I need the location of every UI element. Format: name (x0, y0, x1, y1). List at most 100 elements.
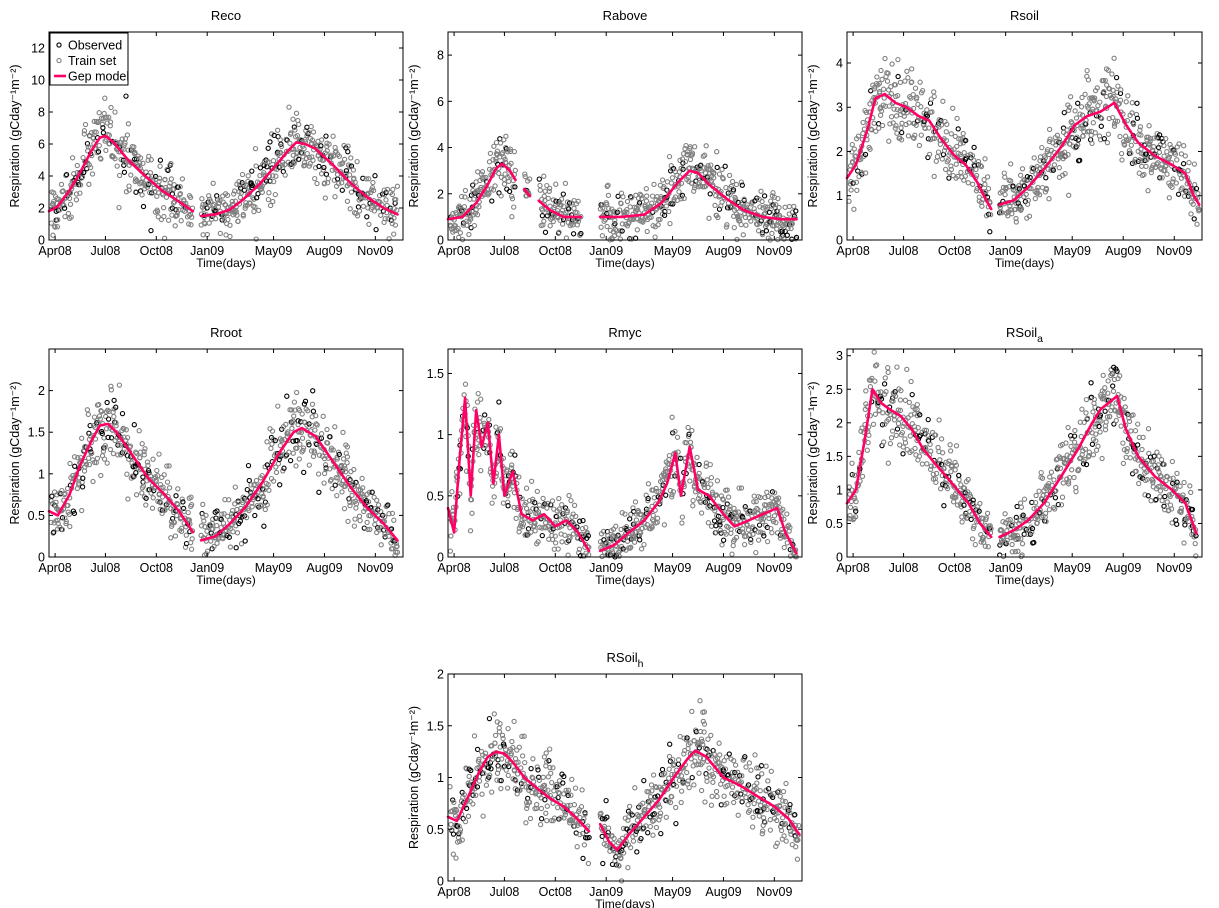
train-set-point (481, 770, 487, 776)
train-set-point (1133, 468, 1139, 474)
observed-point (560, 191, 566, 197)
train-set-point (63, 520, 69, 527)
train-set-point (874, 74, 880, 80)
train-set-point (1081, 419, 1087, 426)
train-set-point (187, 194, 194, 201)
train-set-point (644, 193, 650, 199)
train-set-point (237, 194, 244, 201)
train-set-point (321, 180, 328, 186)
observed-point (1174, 479, 1180, 485)
train-set-point (348, 189, 355, 195)
train-set-point (1004, 537, 1010, 543)
train-set-point (848, 516, 854, 522)
train-set-point (505, 493, 511, 499)
train-set-point (1117, 373, 1123, 379)
train-set-point (1110, 114, 1116, 121)
observed-point (663, 492, 669, 498)
train-set-point (893, 123, 899, 129)
train-set-point (212, 216, 219, 222)
train-set-point (374, 529, 380, 536)
gep-model-line (47, 134, 195, 213)
train-set-point (577, 232, 583, 238)
train-set-point (1143, 163, 1149, 170)
train-set-point (623, 524, 630, 530)
train-set-point (900, 423, 906, 430)
train-set-point (755, 507, 761, 513)
train-set-point (266, 487, 272, 493)
train-set-point (1182, 153, 1188, 159)
observed-point (956, 472, 962, 479)
train-set-point (846, 198, 852, 204)
train-set-point (1150, 478, 1156, 484)
train-set-point (1080, 125, 1086, 131)
train-set-point (1196, 206, 1202, 213)
train-set-point (285, 431, 291, 437)
train-set-point (471, 733, 478, 739)
train-set-point (970, 181, 976, 187)
train-set-point (233, 209, 239, 215)
legend-marker-swatch (56, 57, 62, 64)
train-set-point (1034, 187, 1040, 193)
gep-model-line (998, 394, 1198, 539)
train-set-point (690, 497, 696, 504)
train-set-point (1058, 455, 1064, 461)
train-set-point (566, 492, 572, 499)
train-set-point (312, 427, 318, 433)
train-set-point (448, 821, 454, 828)
train-set-point (189, 536, 195, 542)
observed-point (173, 493, 179, 499)
train-set-point (882, 375, 888, 381)
train-set-point (914, 401, 920, 408)
observed-point (868, 88, 874, 94)
x-axis-label: Time(days) (595, 573, 655, 587)
train-set-point (462, 187, 469, 194)
train-set-point (1193, 553, 1199, 559)
train-set-point (775, 495, 782, 501)
train-set-point (552, 540, 559, 546)
train-set-point (670, 489, 677, 495)
train-set-point (879, 76, 885, 83)
train-set-point (1019, 514, 1026, 521)
train-set-point (873, 128, 879, 134)
train-set-point (142, 446, 148, 452)
train-set-point (939, 156, 945, 162)
train-set-point (116, 204, 122, 211)
train-set-point (295, 421, 301, 428)
train-set-point (62, 490, 68, 497)
train-set-point (712, 202, 718, 209)
data-points (447, 381, 799, 560)
train-set-point (275, 403, 281, 409)
train-set-point (867, 146, 873, 152)
train-set-point (599, 233, 606, 239)
train-set-point (1069, 467, 1075, 473)
train-set-point (277, 137, 283, 143)
train-set-point (1017, 500, 1024, 506)
y-tick-label: 8 (38, 106, 45, 120)
train-set-point (199, 196, 205, 202)
train-set-point (459, 837, 465, 843)
train-set-point (275, 461, 282, 467)
train-set-point (1111, 55, 1117, 61)
train-set-point (698, 510, 705, 516)
observed-point (512, 452, 518, 458)
train-set-point (534, 510, 540, 516)
train-set-point (1073, 115, 1080, 121)
train-set-point (885, 365, 891, 371)
train-set-point (703, 143, 709, 149)
observed-point (373, 226, 379, 233)
train-set-point (568, 497, 574, 504)
train-set-point (259, 183, 265, 189)
train-set-point (541, 218, 547, 224)
observed-point (119, 410, 126, 417)
train-set-point (81, 128, 88, 134)
train-set-point (728, 183, 734, 190)
train-set-point (356, 208, 363, 214)
train-set-point (318, 137, 325, 143)
x-tick-label: Jan09 (589, 244, 623, 258)
train-set-point (649, 200, 655, 206)
x-tick-label: Jul08 (90, 244, 120, 258)
observed-point (542, 229, 549, 235)
train-set-point (1100, 372, 1106, 379)
train-set-point (1137, 124, 1144, 130)
train-set-point (508, 465, 515, 471)
